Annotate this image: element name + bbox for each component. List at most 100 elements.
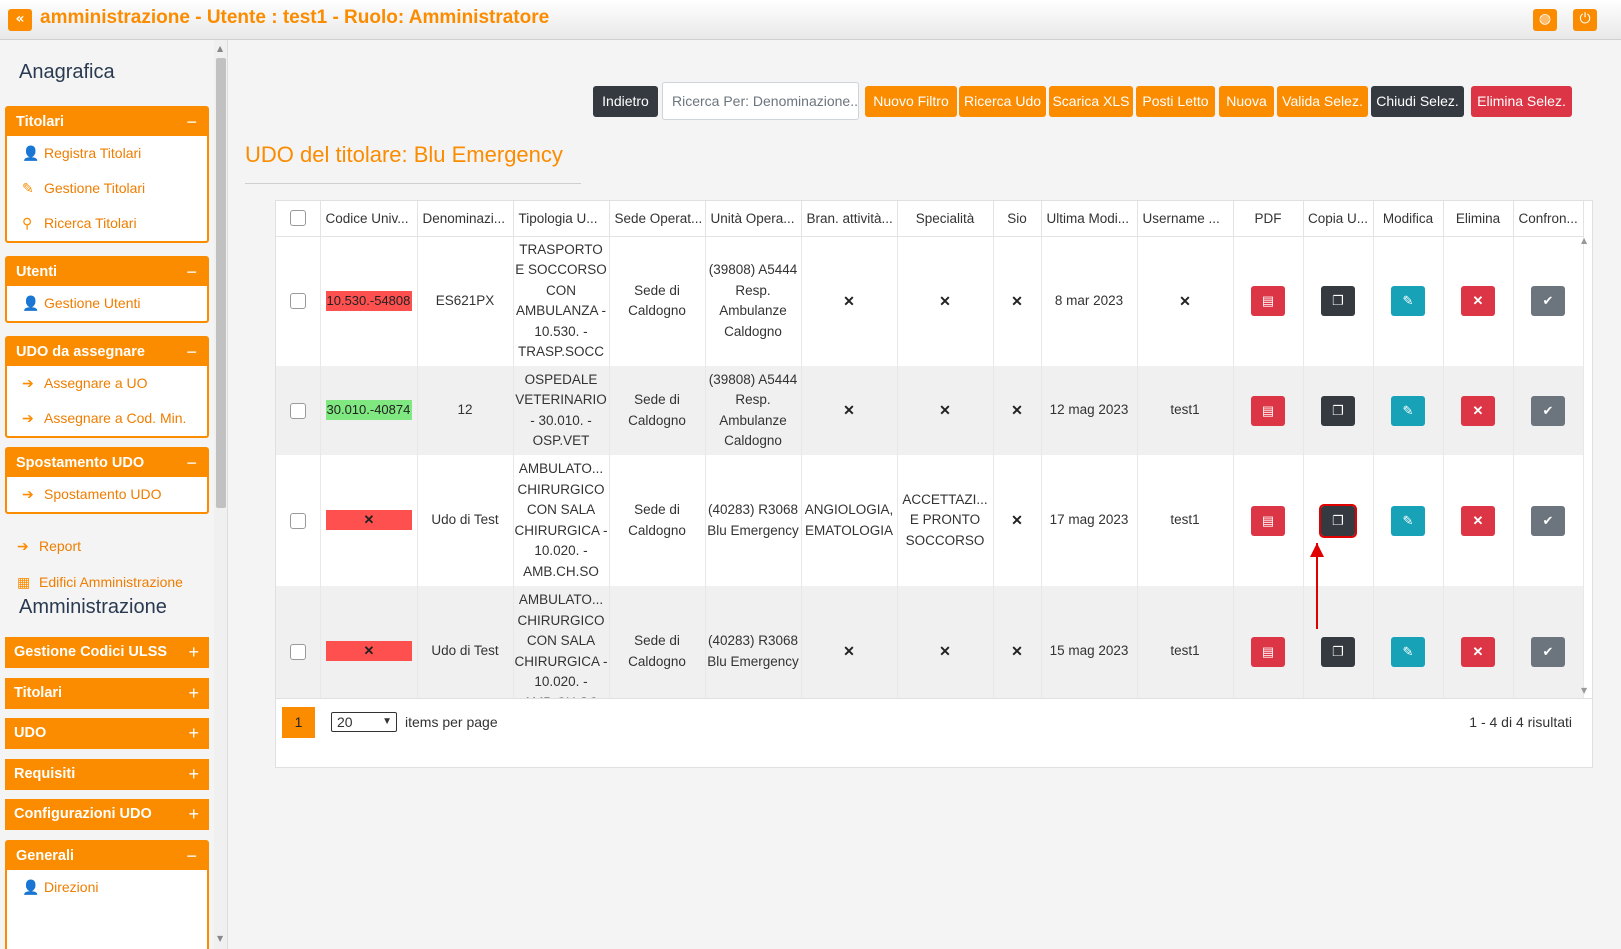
sidebar-group-header[interactable]: Titolari −	[7, 108, 207, 136]
edit-cell: ✎	[1373, 366, 1444, 455]
check-icon[interactable]: ✔	[1531, 505, 1565, 536]
delete-icon[interactable]: ✕	[1461, 286, 1495, 317]
scroll-up-icon[interactable]: ▲	[217, 44, 224, 53]
col-header[interactable]: Ultima Modi...	[1041, 201, 1138, 237]
edit-icon[interactable]: ✎	[1391, 505, 1425, 536]
delete-icon[interactable]: ✕	[1461, 395, 1495, 426]
col-header[interactable]: Modifica	[1373, 201, 1444, 237]
elimina-selez-button[interactable]: Elimina Selez.	[1471, 86, 1572, 117]
sidebar-item-registra-titolari[interactable]: 👤 Registra Titolari	[7, 136, 207, 171]
sidebar-group-header[interactable]: Requisiti +	[5, 759, 209, 790]
col-header[interactable]: Denominazi...	[417, 201, 514, 237]
collapse-icon[interactable]: −	[186, 112, 197, 132]
copy-icon[interactable]: ❐	[1321, 395, 1355, 426]
sidebar-item-edifici[interactable]: ▦ Edifici Amministrazione	[17, 574, 183, 591]
sidebar-group-header[interactable]: Configurazioni UDO +	[5, 799, 209, 830]
sidebar-item-ricerca-titolari[interactable]: ⚲ Ricerca Titolari	[7, 206, 207, 241]
copy-icon[interactable]: ❐	[1321, 286, 1355, 317]
page-button[interactable]: 1	[282, 707, 315, 738]
pdf-icon[interactable]: ▤	[1251, 636, 1285, 667]
scroll-up-icon[interactable]: ▲	[1581, 236, 1588, 245]
sidebar-item-assegnare-uo[interactable]: ➔ Assegnare a UO	[7, 366, 207, 401]
sidebar-item-gestione-titolari[interactable]: ✎ Gestione Titolari	[7, 171, 207, 206]
row-checkbox[interactable]	[289, 512, 306, 529]
pdf-icon[interactable]: ▤	[1251, 286, 1285, 317]
edit-icon[interactable]: ✎	[1391, 286, 1425, 317]
collapse-icon[interactable]: −	[186, 453, 197, 473]
sidebar-group-header[interactable]: Titolari +	[5, 678, 209, 709]
expand-icon[interactable]: +	[188, 642, 199, 662]
valida-selez-button[interactable]: Valida Selez.	[1277, 86, 1368, 117]
sidebar-group-header[interactable]: UDO da assegnare −	[7, 338, 207, 366]
expand-icon[interactable]: +	[188, 723, 199, 743]
scrollbar-thumb[interactable]	[216, 58, 226, 508]
nuovo-filtro-button[interactable]: Nuovo Filtro	[865, 86, 957, 117]
sidebar-group-titolari-admin[interactable]: Titolari +	[5, 678, 209, 709]
scarica-xls-button[interactable]: Scarica XLS	[1049, 86, 1133, 117]
edit-icon[interactable]: ✎	[1391, 395, 1425, 426]
scroll-down-icon[interactable]: ▼	[217, 934, 224, 943]
results-info: 1 - 4 di 4 risultati	[1469, 714, 1572, 730]
sidebar-group-header[interactable]: Gestione Codici ULSS +	[5, 637, 209, 668]
check-icon[interactable]: ✔	[1531, 636, 1565, 667]
col-header[interactable]: Sede Operat...	[609, 201, 706, 237]
sidebar-item-report[interactable]: ➔ Report	[17, 538, 81, 555]
row-checkbox[interactable]	[289, 293, 306, 310]
col-header[interactable]: Username ...	[1137, 201, 1234, 237]
sidebar-group-header[interactable]: Generali −	[7, 842, 207, 870]
delete-icon[interactable]: ✕	[1461, 636, 1495, 667]
col-header[interactable]: Codice Univ...	[320, 201, 418, 237]
pdf-icon[interactable]: ▤	[1251, 505, 1285, 536]
expand-icon[interactable]: +	[188, 683, 199, 703]
col-header[interactable]: Bran. attività...	[801, 201, 898, 237]
select-all-checkbox[interactable]	[289, 210, 306, 227]
nuova-button[interactable]: Nuova	[1219, 86, 1274, 117]
scroll-down-icon[interactable]: ▼	[1581, 686, 1588, 695]
sidebar-group-header[interactable]: Spostamento UDO −	[7, 449, 207, 477]
expand-icon[interactable]: +	[188, 764, 199, 784]
row-checkbox[interactable]	[289, 643, 306, 660]
sidebar-group-udo[interactable]: UDO +	[5, 718, 209, 749]
collapse-sidebar-icon[interactable]: «	[8, 9, 32, 31]
delete-icon[interactable]: ✕	[1461, 505, 1495, 536]
indietro-button[interactable]: Indietro	[593, 86, 658, 117]
col-header[interactable]: Tipologia U...	[513, 201, 610, 237]
collapse-icon[interactable]: −	[186, 342, 197, 362]
row-checkbox[interactable]	[289, 402, 306, 419]
power-icon[interactable]: ⏻	[1573, 9, 1597, 31]
col-header[interactable]: Unità Opera...	[705, 201, 802, 237]
sidebar-item-direzioni[interactable]: 👤 Direzioni	[7, 870, 207, 905]
collapse-icon[interactable]: −	[186, 262, 197, 282]
copy-icon[interactable]: ❐	[1321, 636, 1355, 667]
col-header[interactable]: PDF	[1233, 201, 1304, 237]
col-header[interactable]: Confron...	[1513, 201, 1584, 237]
sidebar-group-gestione-codici-ulss[interactable]: Gestione Codici ULSS +	[5, 637, 209, 668]
sidebar-scrollbar[interactable]: ▲ ▼	[214, 40, 228, 949]
sidebar-group-header[interactable]: Utenti −	[7, 258, 207, 286]
collapse-icon[interactable]: −	[186, 846, 197, 866]
sidebar-group-requisiti[interactable]: Requisiti +	[5, 759, 209, 790]
sidebar-group-header[interactable]: UDO +	[5, 718, 209, 749]
col-header[interactable]: Specialità	[897, 201, 994, 237]
pdf-icon[interactable]: ▤	[1251, 395, 1285, 426]
expand-icon[interactable]: +	[188, 804, 199, 824]
chiudi-selez-button[interactable]: Chiudi Selez.	[1371, 86, 1464, 117]
col-header[interactable]: Elimina	[1443, 201, 1514, 237]
sidebar-item-spostamento-udo[interactable]: ➔ Spostamento UDO	[7, 477, 207, 512]
posti-letto-button[interactable]: Posti Letto	[1136, 86, 1215, 117]
sidebar-item-assegnare-cod-min[interactable]: ➔ Assegnare a Cod. Min.	[7, 401, 207, 436]
row-select-cell	[276, 455, 321, 586]
col-header[interactable]: Sio	[993, 201, 1042, 237]
check-icon[interactable]: ✔	[1531, 286, 1565, 317]
sidebar-group-configurazioni-udo[interactable]: Configurazioni UDO +	[5, 799, 209, 830]
check-icon[interactable]: ✔	[1531, 395, 1565, 426]
globe-icon[interactable]: ◍	[1533, 9, 1557, 31]
copy-icon[interactable]: ❐	[1319, 503, 1357, 538]
edit-icon[interactable]: ✎	[1391, 636, 1425, 667]
ricerca-udo-button[interactable]: Ricerca Udo	[959, 86, 1046, 117]
sidebar-item-gestione-utenti[interactable]: 👤 Gestione Utenti	[7, 286, 207, 321]
search-input[interactable]: Ricerca Per: Denominazione...	[662, 82, 859, 120]
grid-scrollbar[interactable]: ▲ ▼	[1578, 236, 1592, 698]
page-size-select[interactable]: 20 ▼	[331, 712, 397, 732]
col-header[interactable]: Copia U...	[1303, 201, 1374, 237]
